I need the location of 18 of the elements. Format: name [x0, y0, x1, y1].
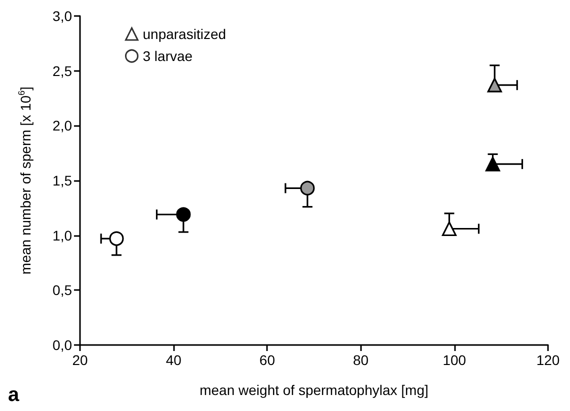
y-tick-label: 0,5 [52, 282, 72, 298]
legend-label: 3 larvae [142, 48, 193, 64]
y-tick-label: 3,0 [52, 8, 72, 24]
x-tick-label: 40 [166, 352, 182, 368]
x-axis-title: mean weight of spermatophylax [mg] [200, 382, 428, 398]
text: a [8, 384, 20, 406]
x-tick-label: 100 [442, 352, 466, 368]
x-tick-label: 120 [536, 352, 560, 368]
y-tick-label: 1,0 [52, 227, 72, 244]
legend-label: unparasitized [142, 26, 226, 42]
y-axis-title: mean number of sperm [x 106] [16, 86, 34, 274]
y-tick-label: 0,0 [52, 337, 72, 353]
y-tick-label: 2,0 [52, 118, 72, 134]
x-tick-label: 20 [72, 352, 88, 368]
y-tick-label: 2,5 [52, 62, 72, 79]
x-tick-label: 80 [353, 352, 369, 368]
y-tick-label: 1,5 [52, 172, 72, 188]
x-tick-label: 60 [259, 352, 276, 368]
